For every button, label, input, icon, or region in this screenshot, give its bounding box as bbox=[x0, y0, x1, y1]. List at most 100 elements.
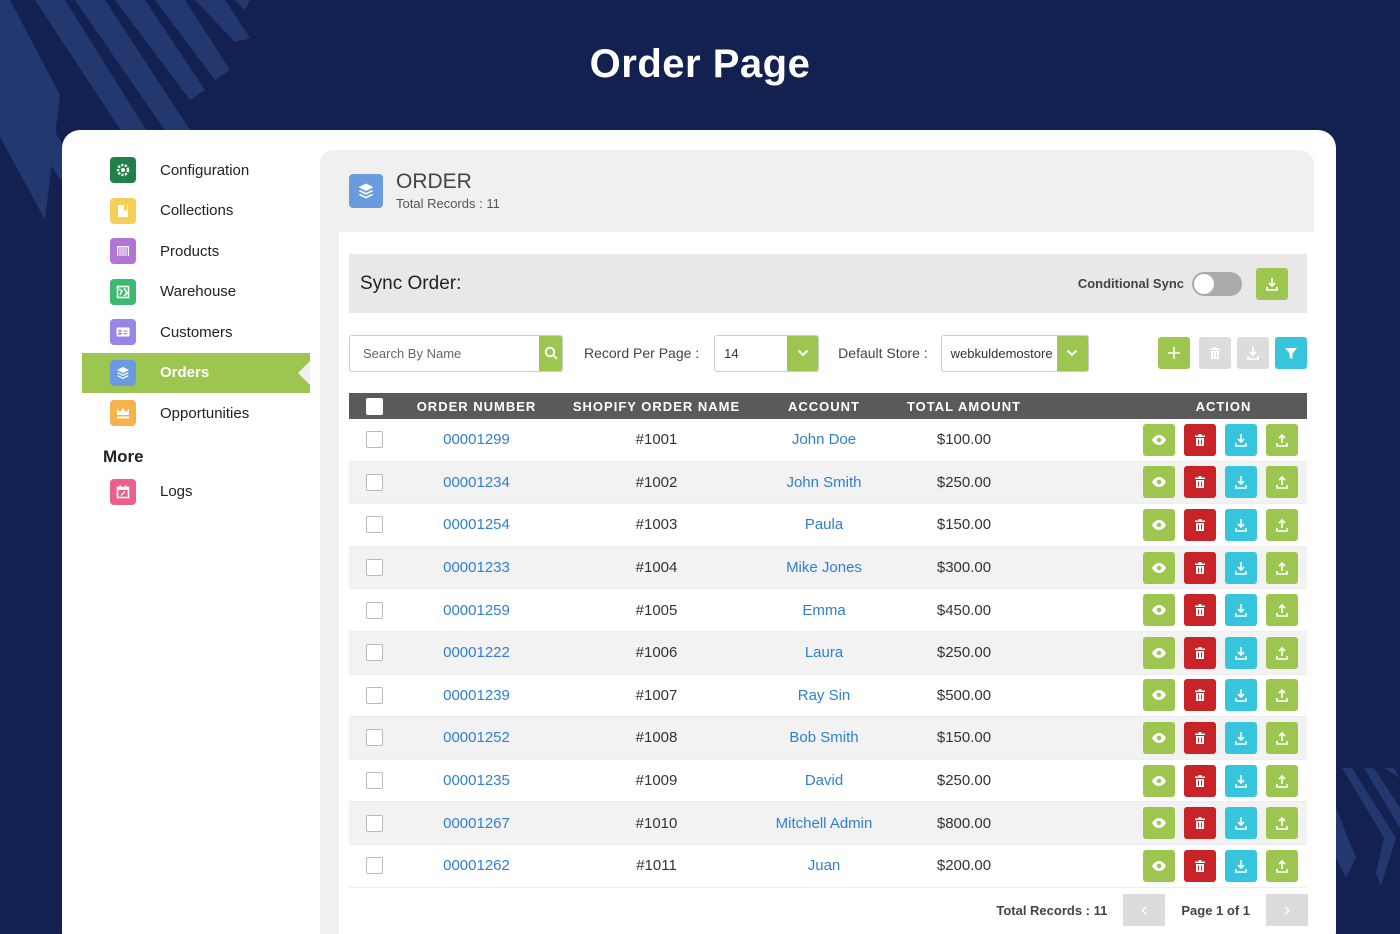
account-link[interactable]: Mitchell Admin bbox=[775, 814, 873, 832]
delete-button[interactable] bbox=[1184, 466, 1216, 499]
order-number-link[interactable]: 00001233 bbox=[443, 559, 510, 577]
order-number-link[interactable]: 00001239 bbox=[443, 686, 510, 704]
order-number-link[interactable]: 00001235 bbox=[443, 772, 510, 790]
row-checkbox[interactable] bbox=[365, 857, 383, 875]
upload-button[interactable] bbox=[1266, 508, 1298, 541]
view-button[interactable] bbox=[1143, 849, 1175, 882]
sidebar-item-configuration[interactable]: Configuration bbox=[82, 150, 310, 191]
row-checkbox[interactable] bbox=[365, 431, 383, 449]
download-button[interactable] bbox=[1225, 508, 1257, 541]
upload-button[interactable] bbox=[1266, 721, 1298, 754]
view-button[interactable] bbox=[1143, 423, 1175, 456]
account-link[interactable]: Paula bbox=[804, 516, 844, 534]
upload-button[interactable] bbox=[1266, 551, 1298, 584]
delete-button[interactable] bbox=[1184, 594, 1216, 627]
download-button[interactable] bbox=[1225, 466, 1257, 499]
download-button[interactable] bbox=[1225, 764, 1257, 797]
row-checkbox[interactable] bbox=[365, 473, 383, 491]
view-button[interactable] bbox=[1143, 508, 1175, 541]
sync-download-button[interactable] bbox=[1256, 267, 1288, 300]
sidebar-item-collections[interactable]: Collections bbox=[82, 191, 310, 232]
row-checkbox[interactable] bbox=[365, 686, 383, 704]
order-number-link[interactable]: 00001262 bbox=[443, 857, 510, 875]
row-checkbox[interactable] bbox=[365, 772, 383, 790]
delete-button[interactable] bbox=[1184, 508, 1216, 541]
sidebar-item-opportunities[interactable]: Opportunities bbox=[82, 393, 310, 434]
account-link[interactable]: Emma bbox=[802, 601, 846, 619]
row-checkbox[interactable] bbox=[365, 601, 383, 619]
row-checkbox[interactable] bbox=[365, 729, 383, 747]
download-button[interactable] bbox=[1225, 594, 1257, 627]
search-input[interactable] bbox=[350, 335, 539, 371]
search-button[interactable] bbox=[539, 335, 562, 371]
account-link[interactable]: David bbox=[804, 772, 844, 790]
add-order-button[interactable] bbox=[1158, 337, 1190, 369]
account-link[interactable]: Bob Smith bbox=[789, 729, 859, 747]
delete-button[interactable] bbox=[1184, 721, 1216, 754]
delete-button[interactable] bbox=[1184, 423, 1216, 456]
delete-button[interactable] bbox=[1184, 849, 1216, 882]
upload-button[interactable] bbox=[1266, 594, 1298, 627]
row-checkbox[interactable] bbox=[365, 559, 383, 577]
account-link[interactable]: John Doe bbox=[791, 431, 857, 449]
sidebar-item-products[interactable]: Products bbox=[82, 231, 310, 272]
download-button[interactable] bbox=[1225, 551, 1257, 584]
column-header[interactable]: TOTAL AMOUNT bbox=[906, 398, 1022, 414]
order-number-link[interactable]: 00001234 bbox=[443, 473, 510, 491]
upload-button[interactable] bbox=[1266, 423, 1298, 456]
download-button[interactable] bbox=[1225, 807, 1257, 840]
upload-button[interactable] bbox=[1266, 636, 1298, 669]
sidebar-item-orders[interactable]: Orders bbox=[82, 352, 310, 393]
filter-button[interactable] bbox=[1275, 337, 1307, 369]
view-button[interactable] bbox=[1143, 679, 1175, 712]
upload-button[interactable] bbox=[1266, 764, 1298, 797]
order-number-link[interactable]: 00001222 bbox=[443, 644, 510, 662]
account-link[interactable]: Laura bbox=[804, 644, 844, 662]
next-page-button[interactable]: › bbox=[1266, 894, 1308, 926]
view-button[interactable] bbox=[1143, 807, 1175, 840]
view-button[interactable] bbox=[1143, 764, 1175, 797]
default-store-select[interactable]: webkuldemostore bbox=[940, 334, 1089, 372]
column-header[interactable]: ACCOUNT bbox=[788, 398, 860, 414]
delete-button[interactable] bbox=[1184, 679, 1216, 712]
row-checkbox[interactable] bbox=[365, 644, 383, 662]
upload-button[interactable] bbox=[1266, 849, 1298, 882]
upload-button[interactable] bbox=[1266, 466, 1298, 499]
delete-button[interactable] bbox=[1184, 636, 1216, 669]
view-button[interactable] bbox=[1143, 466, 1175, 499]
delete-button[interactable] bbox=[1184, 764, 1216, 797]
bulk-delete-button[interactable] bbox=[1199, 337, 1231, 369]
download-button[interactable] bbox=[1225, 423, 1257, 456]
account-link[interactable]: Ray Sin bbox=[797, 686, 851, 704]
view-button[interactable] bbox=[1143, 636, 1175, 669]
account-link[interactable]: Juan bbox=[807, 857, 841, 875]
row-checkbox[interactable] bbox=[365, 516, 383, 534]
row-checkbox[interactable] bbox=[365, 814, 383, 832]
account-link[interactable]: John Smith bbox=[786, 473, 862, 491]
prev-page-button[interactable]: ‹ bbox=[1123, 894, 1166, 926]
order-number-link[interactable]: 00001299 bbox=[443, 431, 510, 449]
select-all-checkbox[interactable] bbox=[365, 397, 383, 415]
column-header[interactable]: SHOPIFY ORDER NAME bbox=[572, 398, 741, 414]
sidebar-item-customers[interactable]: Customers bbox=[82, 312, 310, 353]
sidebar-item-logs[interactable]: Logs bbox=[82, 472, 310, 513]
order-number-link[interactable]: 00001252 bbox=[443, 729, 510, 747]
column-header[interactable]: ORDER NUMBER bbox=[416, 398, 537, 414]
bulk-download-button[interactable] bbox=[1237, 337, 1269, 369]
upload-button[interactable] bbox=[1266, 679, 1298, 712]
upload-button[interactable] bbox=[1266, 807, 1298, 840]
conditional-sync-toggle[interactable] bbox=[1192, 271, 1242, 296]
download-button[interactable] bbox=[1225, 849, 1257, 882]
record-per-page-select[interactable]: 14 bbox=[714, 334, 820, 372]
view-button[interactable] bbox=[1143, 594, 1175, 627]
order-number-link[interactable]: 00001259 bbox=[443, 601, 510, 619]
sidebar-item-warehouse[interactable]: Warehouse bbox=[82, 272, 310, 313]
order-number-link[interactable]: 00001267 bbox=[443, 814, 510, 832]
view-button[interactable] bbox=[1143, 721, 1175, 754]
download-button[interactable] bbox=[1225, 679, 1257, 712]
download-button[interactable] bbox=[1225, 636, 1257, 669]
order-number-link[interactable]: 00001254 bbox=[443, 516, 510, 534]
download-button[interactable] bbox=[1225, 721, 1257, 754]
view-button[interactable] bbox=[1143, 551, 1175, 584]
delete-button[interactable] bbox=[1184, 551, 1216, 584]
